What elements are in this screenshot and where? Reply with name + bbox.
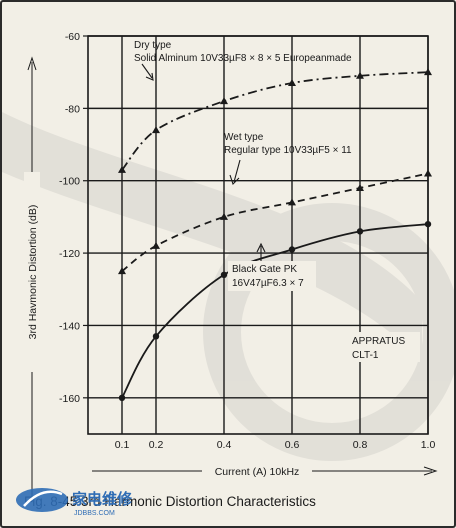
x-tick-label: 0.8: [353, 439, 368, 451]
data-point: [118, 267, 126, 275]
annotation-bg: Black Gate PK 16V47µF6.3 × 7: [228, 242, 316, 291]
data-point: [152, 333, 160, 340]
data-point: [152, 241, 160, 249]
data-point: [424, 68, 432, 76]
annotation-wet-line1: Wet type: [224, 132, 264, 143]
annotation-bg-line1: Black Gate PK: [232, 264, 297, 275]
annotation-wet: Wet type Regular type 10V33µF5 × 11: [224, 132, 352, 186]
x-tick-label: 0.1: [115, 439, 130, 451]
data-point: [288, 79, 296, 87]
annotation-dry-line1: Dry type: [134, 40, 172, 51]
x-axis-title-bg: [202, 462, 312, 480]
data-point: [220, 212, 228, 220]
apparatus-note-line2: CLT-1: [352, 350, 379, 361]
data-point: [424, 169, 432, 177]
x-axis-title-group: Current (A) 10kHz: [92, 462, 438, 480]
annotation-bg-line2: 16V47µF6.3 × 7: [232, 278, 304, 289]
y-axis-title: 3rd Havmonic Distortion (dB): [27, 205, 39, 340]
x-tick-label: 0.2: [149, 439, 164, 451]
data-point: [424, 220, 432, 228]
apparatus-note-line1: APPRATUS: [352, 336, 405, 347]
y-axis-title-bg: [24, 172, 40, 372]
watermark-url: JDBBS.COM: [74, 510, 115, 517]
annotation-dry-line2: Solid Alminum 10V33µF8 × 8 × 5 Europeanm…: [134, 53, 352, 64]
x-tick-labels: 0.1 0.2 0.4 0.6 0.8 1.0: [115, 439, 436, 451]
x-tick-label: 0.6: [285, 439, 300, 451]
y-tick-label: -120: [59, 248, 80, 260]
data-point: [220, 271, 228, 278]
data-point: [220, 97, 228, 105]
y-tick-label: -100: [59, 176, 80, 188]
plot-frame: [87, 35, 429, 435]
watermark-logo: 家电维修 JDBBS.COM: [16, 488, 133, 517]
axes: [83, 35, 429, 435]
series-layer: [118, 68, 432, 402]
series-2: [118, 220, 432, 402]
data-point: [118, 394, 126, 402]
data-point: [118, 165, 126, 173]
figure-caption: Fig. 8-45 3rd Harmonic Distortion Charac…: [24, 494, 316, 509]
y-tick-label: -80: [65, 103, 80, 115]
data-point: [356, 183, 364, 191]
data-point: [288, 198, 296, 206]
data-point: [356, 71, 364, 79]
y-tick-labels: -60 -80 -100 -120 -140 -160: [59, 31, 80, 405]
annotation-wet-line2: Regular type 10V33µF5 × 11: [224, 145, 352, 156]
data-point: [288, 246, 296, 253]
annotation-dry: Dry type Solid Alminum 10V33µF8 × 8 × 5 …: [134, 40, 352, 81]
watermark-text: 家电维修: [72, 490, 133, 508]
x-tick-label: 0.4: [217, 439, 232, 451]
series-line-2: [121, 223, 429, 399]
background-swoosh: [2, 112, 454, 461]
x-axis-arrow-head: [423, 466, 438, 476]
y-axis-arrow-head: [27, 56, 37, 71]
y-tick-label: -140: [59, 320, 80, 332]
y-tick-label: -160: [59, 393, 80, 405]
x-tick-label: 1.0: [421, 439, 436, 451]
y-axis-title-group: 3rd Havmonic Distortion (dB): [24, 56, 40, 502]
series-0: [118, 68, 432, 173]
y-tick-label: -60: [65, 31, 80, 43]
data-point: [356, 228, 364, 235]
apparatus-note: APPRATUS CLT-1: [348, 332, 420, 362]
data-point: [152, 126, 160, 134]
series-1: [118, 169, 432, 275]
x-axis-title: Current (A) 10kHz: [215, 466, 300, 478]
